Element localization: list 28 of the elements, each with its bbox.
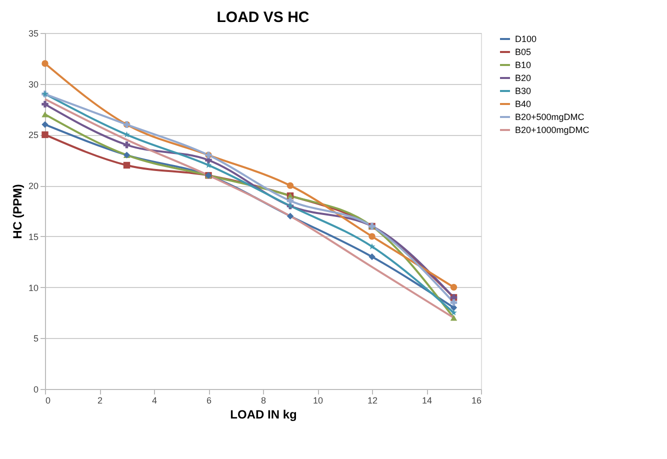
- x-tick-label: 10: [312, 396, 324, 406]
- y-tick-label: 0: [33, 384, 38, 394]
- legend-label: B30: [515, 86, 532, 96]
- y-tick-label: 10: [28, 282, 38, 293]
- x-tick-label: 6: [206, 396, 212, 406]
- y-axis-title: HC (PPM): [10, 184, 24, 239]
- y-tick-label: 5: [33, 334, 38, 344]
- y-tick-label: 20: [28, 181, 38, 192]
- x-tick-label: 16: [471, 396, 482, 406]
- legend-label: B20: [515, 73, 532, 83]
- y-tick-label: 30: [28, 79, 38, 90]
- x-tick-label: 8: [260, 396, 266, 406]
- legend-label: B40: [515, 99, 532, 109]
- x-tick-label: 4: [152, 396, 158, 406]
- chart-title: LOAD VS HC: [216, 9, 310, 26]
- x-axis-title: LOAD IN kg: [230, 408, 297, 422]
- y-tick-label: 35: [28, 28, 38, 38]
- legend-label: D100: [515, 34, 537, 44]
- legend-label: B20+1000mgDMC: [515, 125, 590, 135]
- legend-label: B20+500mgDMC: [515, 112, 585, 122]
- x-tick-label: 0: [46, 396, 51, 406]
- legend-label: B10: [515, 60, 532, 70]
- x-tick-label: 2: [97, 396, 103, 406]
- y-tick-label: 25: [28, 130, 38, 140]
- y-tick-label: 15: [28, 232, 38, 242]
- legend-label: B05: [515, 47, 532, 57]
- x-tick-label: 14: [422, 396, 432, 406]
- x-tick-label: 12: [367, 396, 378, 406]
